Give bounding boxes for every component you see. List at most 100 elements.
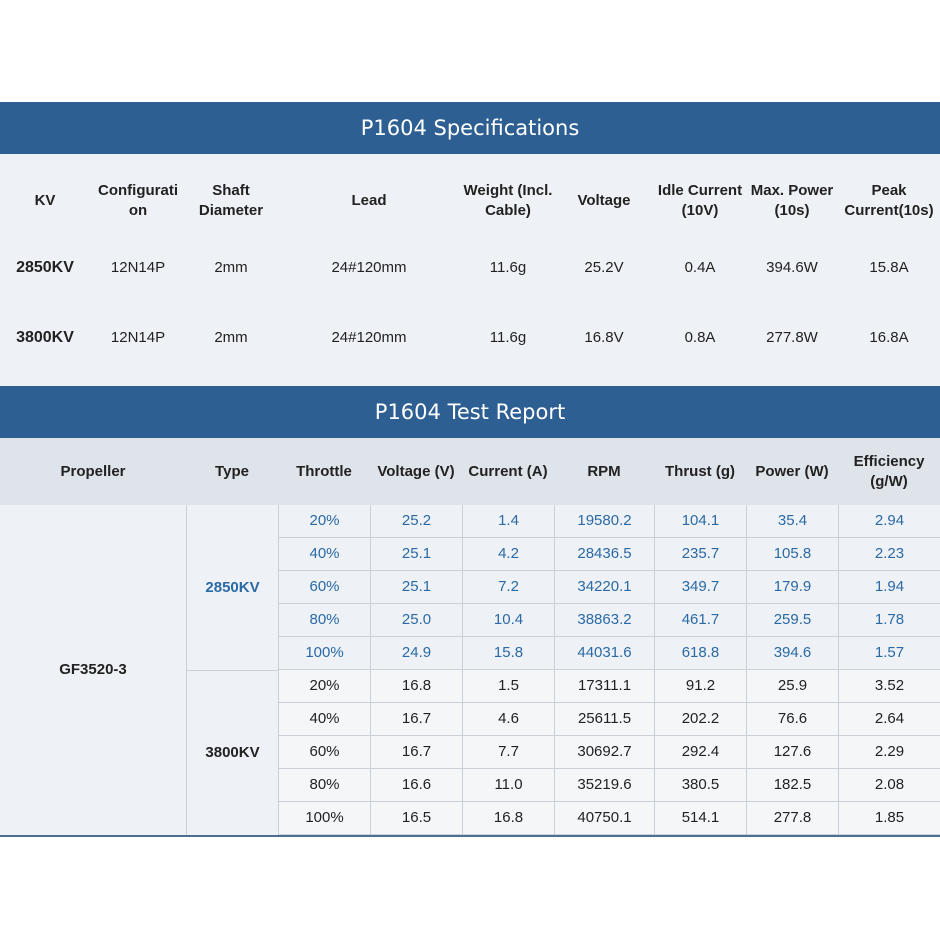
table-cell: 349.7 (654, 571, 746, 604)
table-cell: 1.78 (838, 604, 940, 637)
spec-cell: 2mm (214, 329, 248, 346)
spec-header-row: KV Configurati on Shaft Diameter Lead We… (0, 160, 940, 242)
spec-cell: 25.2V (584, 259, 624, 276)
table-cell: 60% (278, 736, 370, 769)
table-cell: 1.4 (462, 505, 554, 538)
spec-header-lead: Lead (351, 192, 387, 209)
table-cell: 182.5 (746, 769, 838, 802)
table-cell: 277.8 (746, 802, 838, 835)
table-cell: 16.5 (370, 802, 462, 835)
table-cell: 179.9 (746, 571, 838, 604)
test-header-voltage: Voltage (V) (377, 462, 455, 480)
spec-cell: 12N14P (110, 329, 166, 346)
spec-header-kv: KV (34, 192, 56, 209)
table-cell: 394.6 (746, 637, 838, 670)
table-cell: 16.8 (462, 802, 554, 835)
table-cell: 618.8 (654, 637, 746, 670)
table-cell: 514.1 (654, 802, 746, 835)
table-cell: 40% (278, 538, 370, 571)
table-row: 20% 16.8 1.5 17311.1 91.2 25.9 3.52 (278, 670, 940, 703)
test-header-power: Power (W) (755, 462, 829, 480)
table-cell: 30692.7 (554, 736, 654, 769)
propeller-cell: GF3520-3 (59, 661, 127, 678)
table-cell: 25.2 (370, 505, 462, 538)
table-cell: 80% (278, 604, 370, 637)
table-cell: 38863.2 (554, 604, 654, 637)
type-cell-3800kv: 3800KV (186, 670, 278, 835)
table-cell: 7.7 (462, 736, 554, 769)
test-title: P1604 Test Report (374, 400, 566, 424)
test-header-propeller: Propeller (60, 462, 126, 480)
table-cell: 2.29 (838, 736, 940, 769)
table-cell: 16.8 (370, 670, 462, 703)
table-cell: 380.5 (654, 769, 746, 802)
table-cell: 2.23 (838, 538, 940, 571)
table-cell: 44031.6 (554, 637, 654, 670)
table-cell: 25.9 (746, 670, 838, 703)
table-cell: 4.6 (462, 703, 554, 736)
test-header-current: Current (A) (468, 462, 548, 480)
spec-cell: 24#120mm (331, 329, 407, 346)
table-cell: 28436.5 (554, 538, 654, 571)
test-header-throttle: Throttle (296, 462, 352, 480)
spec-title-banner: P1604 Specifications (0, 102, 940, 154)
spec-cell: 11.6g (489, 329, 527, 346)
table-cell: 16.7 (370, 703, 462, 736)
table-cell: 292.4 (654, 736, 746, 769)
table-cell: 20% (278, 505, 370, 538)
spec-header-shaft: Shaft Diameter (198, 182, 264, 219)
table-cell: 2.08 (838, 769, 940, 802)
table-cell: 25.1 (370, 571, 462, 604)
table-row: 60% 16.7 7.7 30692.7 292.4 127.6 2.29 (278, 736, 940, 769)
table-cell: 259.5 (746, 604, 838, 637)
table-cell: 1.5 (462, 670, 554, 703)
table-cell: 35219.6 (554, 769, 654, 802)
table-row: 100% 16.5 16.8 40750.1 514.1 277.8 1.85 (278, 802, 940, 835)
test-header-type: Type (215, 462, 249, 480)
spec-row: 2850KV 12N14P 2mm 24#120mm 11.6g 25.2V 0… (0, 248, 940, 288)
spec-header-configuration: Configurati on (98, 182, 178, 219)
spec-cell: 15.8A (869, 259, 909, 276)
table-cell: 19580.2 (554, 505, 654, 538)
table-row: 80% 25.0 10.4 38863.2 461.7 259.5 1.78 (278, 604, 940, 637)
table-cell: 127.6 (746, 736, 838, 769)
table-cell: 3.52 (838, 670, 940, 703)
table-row: 40% 25.1 4.2 28436.5 235.7 105.8 2.23 (278, 538, 940, 571)
table-cell: 100% (278, 802, 370, 835)
table-cell: 40% (278, 703, 370, 736)
table-cell: 11.0 (462, 769, 554, 802)
table-row: 20% 25.2 1.4 19580.2 104.1 35.4 2.94 (278, 505, 940, 538)
table-cell: 461.7 (654, 604, 746, 637)
table-row: 40% 16.7 4.6 25611.5 202.2 76.6 2.64 (278, 703, 940, 736)
table-cell: 20% (278, 670, 370, 703)
test-data-rows: 20% 25.2 1.4 19580.2 104.1 35.4 2.94 40% 25.1 4.2… (278, 505, 940, 835)
table-cell: 4.2 (462, 538, 554, 571)
spec-cell: 11.6g (489, 259, 527, 276)
spec-cell: 16.8A (869, 329, 909, 346)
table-cell: 1.94 (838, 571, 940, 604)
spec-header-peak-current: Peak Current(10s) (844, 182, 934, 219)
table-row: 80% 16.6 11.0 35219.6 380.5 182.5 2.08 (278, 769, 940, 802)
spec-cell: 24#120mm (331, 259, 407, 276)
spec-header-voltage: Voltage (577, 192, 631, 209)
table-cell: 17311.1 (554, 670, 654, 703)
spec-header-weight: Weight (Incl. Cable) (463, 182, 553, 219)
spec-cell: 12N14P (110, 259, 166, 276)
table-cell: 104.1 (654, 505, 746, 538)
spec-cell: 394.6W (766, 259, 818, 276)
table-cell: 25.1 (370, 538, 462, 571)
table-cell: 76.6 (746, 703, 838, 736)
table-cell: 80% (278, 769, 370, 802)
spec-cell-kv: 2850KV (16, 259, 74, 276)
test-header-rpm: RPM (587, 462, 621, 480)
test-title-banner: P1604 Test Report (0, 386, 940, 438)
table-cell: 2.94 (838, 505, 940, 538)
table-cell: 35.4 (746, 505, 838, 538)
spec-title: P1604 Specifications (360, 116, 580, 140)
spec-background (0, 154, 940, 386)
table-cell: 16.6 (370, 769, 462, 802)
table-cell: 7.2 (462, 571, 554, 604)
type-cell-2850kv: 2850KV (186, 505, 278, 670)
spec-cell-kv: 3800KV (16, 329, 74, 346)
spec-cell: 16.8V (584, 329, 624, 346)
